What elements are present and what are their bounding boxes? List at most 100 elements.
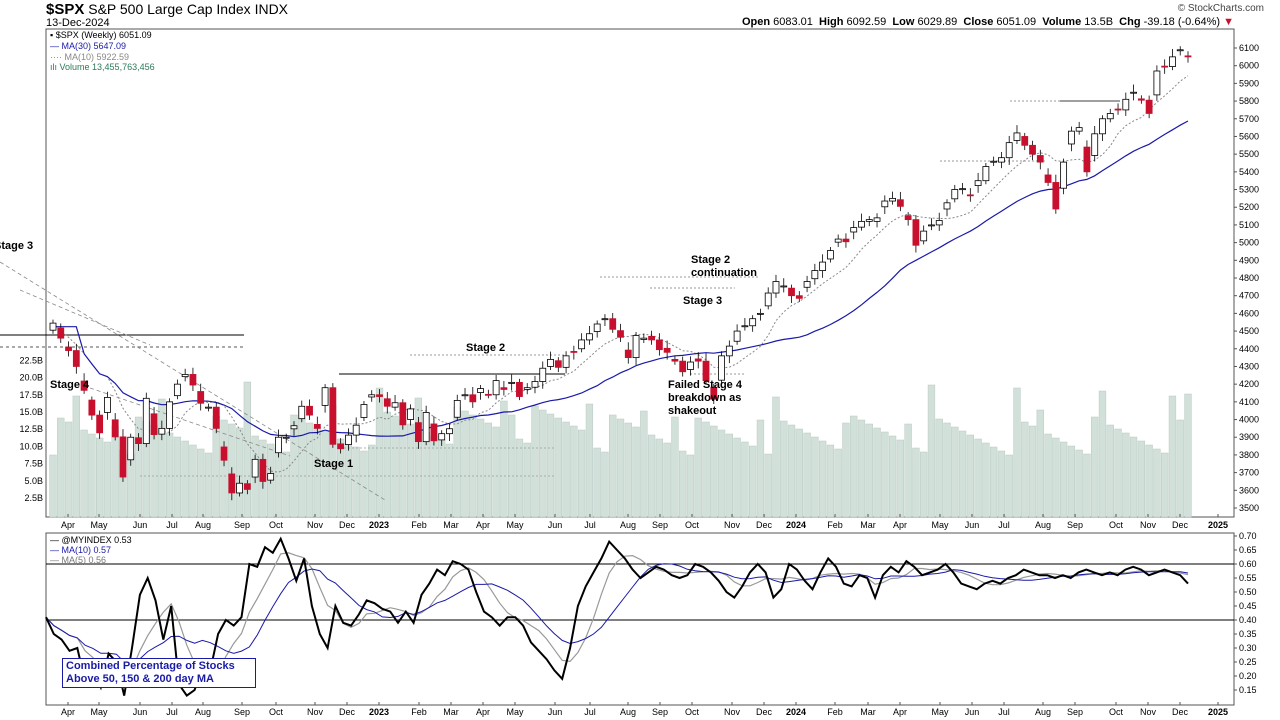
candle-down	[655, 339, 663, 351]
x-tick-label-lower: Nov	[307, 707, 324, 717]
volume-bar	[710, 425, 718, 518]
candle-up	[749, 318, 757, 327]
volume-bar	[469, 414, 477, 518]
volume-bar	[554, 417, 562, 518]
candle-up	[718, 355, 725, 381]
volume-bar	[850, 415, 858, 518]
candle-up	[928, 224, 935, 227]
y-tick-label: 5300	[1239, 185, 1259, 195]
volume-bar	[562, 421, 570, 518]
y-tick-label: 4900	[1239, 255, 1259, 265]
volume-bar	[1184, 393, 1192, 518]
volume-bar	[1036, 409, 1044, 518]
candle-up	[352, 424, 360, 436]
x-tick-label: 2025	[1208, 520, 1228, 530]
candle-down	[337, 443, 345, 450]
y-tick-label: 3500	[1239, 503, 1259, 513]
y-tick-label: 3800	[1239, 450, 1259, 460]
y-tick-label: 5000	[1239, 238, 1259, 248]
x-tick-label-lower: Dec	[339, 707, 356, 717]
volume-bar	[663, 442, 671, 518]
candle-up	[1169, 56, 1176, 67]
candle-up	[1091, 133, 1099, 156]
candle-up	[547, 358, 554, 367]
candle-down	[1036, 155, 1044, 163]
candle-up	[1130, 91, 1137, 94]
low-value: 6029.89	[917, 16, 958, 28]
chart-date: 13-Dec-2024	[46, 17, 110, 29]
volume-bar	[204, 452, 213, 518]
volume-tick-label: 15.0B	[19, 407, 43, 417]
candle-down	[788, 287, 795, 297]
x-tick-label: May	[90, 520, 108, 530]
volume-bar	[158, 398, 166, 518]
x-tick-label: Oct	[269, 520, 284, 530]
note-stage2: Stage 2	[466, 342, 506, 354]
x-tick-label-lower: May	[931, 707, 949, 717]
x-tick-label: Nov	[1140, 520, 1157, 530]
x-tick-label-lower: Mar	[860, 707, 876, 717]
candle-down	[1021, 136, 1029, 146]
candle-up	[733, 330, 741, 342]
volume-bar	[57, 417, 65, 518]
candle-up	[461, 394, 469, 397]
legend-ind-ma10: — MA(10) 0.57	[50, 545, 112, 555]
candle-down	[912, 219, 920, 246]
volume-bar	[523, 442, 531, 518]
volume-bar	[1114, 428, 1122, 518]
volume-bar	[811, 436, 819, 518]
volume-bar	[515, 438, 524, 518]
volume-bar	[749, 445, 757, 518]
candle-up	[166, 401, 174, 429]
symbol: $SPX	[46, 1, 85, 18]
x-tick-label-lower: Aug	[195, 707, 211, 717]
y-tick-label: 3900	[1239, 432, 1259, 442]
candle-down	[430, 423, 438, 442]
volume-bar	[577, 429, 586, 518]
candle-up	[1099, 118, 1106, 135]
candle-up	[1122, 98, 1130, 111]
volume-bar	[881, 431, 889, 518]
volume-bar	[679, 450, 687, 518]
x-tick-label-lower: May	[90, 707, 108, 717]
x-tick-label-lower: Oct	[1109, 707, 1124, 717]
ohlc-readout: Open 6083.01 High 6092.59 Low 6029.89 Cl…	[741, 16, 1234, 28]
volume-bar	[282, 451, 290, 518]
candle-down	[795, 295, 803, 299]
volume-bar	[585, 403, 594, 518]
volume-bar	[616, 418, 625, 518]
candle-down	[1184, 55, 1192, 58]
volume-bar	[243, 381, 251, 518]
volume-bar	[803, 432, 811, 518]
candle-down	[135, 437, 142, 444]
candle-up	[1005, 142, 1013, 159]
candle-up	[321, 387, 329, 406]
indicator-tick-label: 0.25	[1239, 657, 1257, 667]
candle-up	[586, 333, 593, 341]
y-tick-label: 5700	[1239, 114, 1259, 124]
index-name: S&P 500 Large Cap Index	[88, 1, 251, 17]
x-tick-label: Feb	[827, 520, 843, 530]
volume-tick-label: 12.5B	[19, 424, 43, 434]
candle-down	[1052, 182, 1060, 210]
x-tick-label-lower: Aug	[620, 707, 636, 717]
open-value: 6083.01	[773, 16, 813, 28]
volume-bar	[375, 387, 384, 518]
x-tick-label: 2023	[369, 520, 389, 530]
volume-bar	[1153, 448, 1161, 518]
volume-bar	[399, 419, 407, 518]
x-tick-label: 2024	[786, 520, 806, 530]
y-tick-label: 5800	[1239, 96, 1259, 106]
x-tick-label-lower: Jul	[998, 707, 1010, 717]
change-value: -39.18 (-0.64%)	[1143, 16, 1221, 28]
candle-up	[764, 292, 772, 307]
legend-ind-ma5: — MA(5) 0.56	[50, 555, 107, 565]
volume-bar	[72, 395, 80, 518]
volume-bar	[647, 434, 656, 518]
candle-down	[150, 413, 158, 435]
volume-bar	[982, 442, 990, 518]
candle-up	[508, 381, 516, 384]
x-tick-label: Nov	[724, 520, 741, 530]
candle-up	[741, 325, 749, 328]
indicator-line	[45, 536, 1189, 698]
